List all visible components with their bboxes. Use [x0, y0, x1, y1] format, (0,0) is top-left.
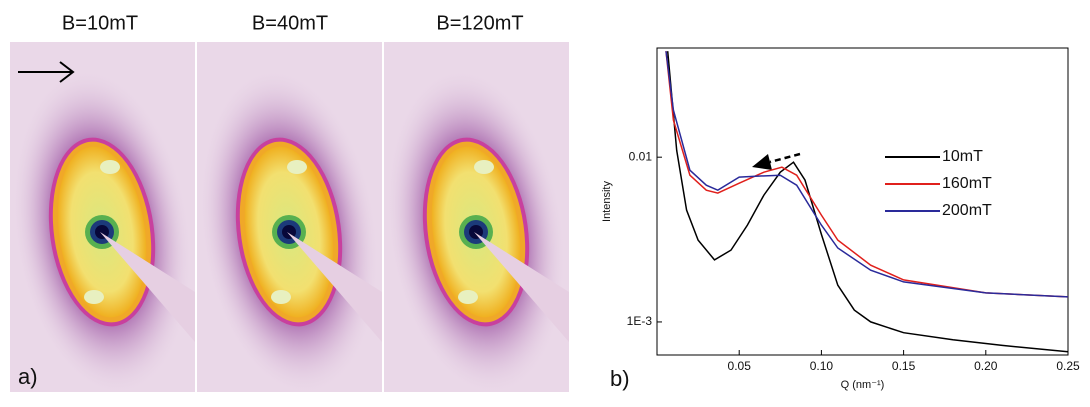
annotation-arrow — [752, 152, 801, 170]
data-line — [665, 51, 1068, 298]
legend-label: 10mT — [942, 148, 983, 165]
scattering-image — [384, 42, 569, 392]
data-line — [665, 51, 1068, 298]
x-axis-label: Q (nm⁻¹) — [841, 379, 885, 391]
legend-label: 160mT — [942, 175, 992, 192]
plot-frame — [656, 47, 1069, 356]
field-arrow — [18, 61, 75, 83]
x-tick-label: 0.20 — [974, 359, 998, 373]
panel-label: b) — [610, 366, 630, 391]
x-tick-label: 0.10 — [810, 359, 834, 373]
panel-label: a) — [18, 364, 38, 389]
scattering-image — [197, 42, 382, 392]
legend-label: 200mT — [942, 202, 992, 219]
y-tick-label: 0.01 — [629, 149, 653, 163]
x-tick-label: 0.15 — [892, 359, 916, 373]
data-line — [666, 51, 1068, 353]
panel-title: B=10mT — [62, 12, 138, 34]
panel-title: B=120mT — [436, 12, 523, 34]
scattering-image — [10, 42, 195, 392]
y-tick-label: 1E-3 — [627, 314, 653, 328]
x-tick-label: 0.05 — [728, 359, 752, 373]
panel-title: B=40mT — [252, 12, 328, 34]
image-panels: B=10mT B=40mT B=120mT a) — [10, 12, 569, 392]
x-tick-label: 0.25 — [1056, 359, 1080, 373]
y-axis-label: Intensity — [601, 181, 613, 222]
